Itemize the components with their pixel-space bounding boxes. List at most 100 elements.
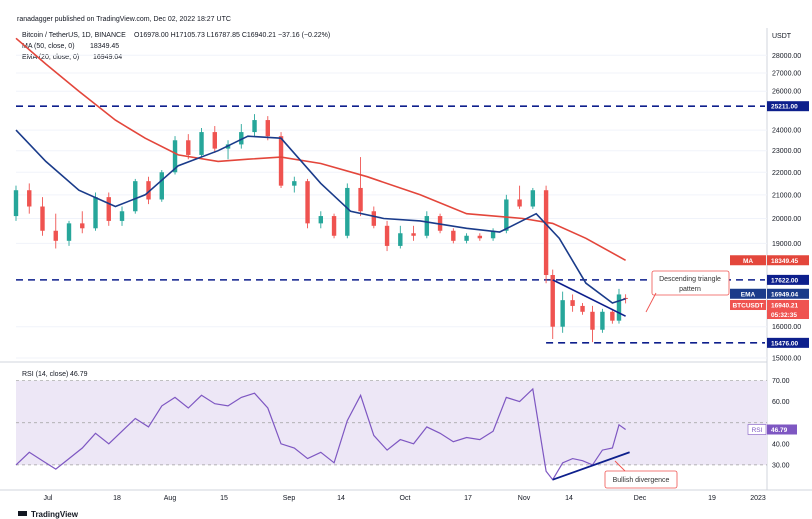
candle-body bbox=[600, 311, 605, 330]
publisher-line: ranadagger published on TradingView.com,… bbox=[17, 16, 231, 23]
divergence-annotation-arrow bbox=[614, 460, 626, 472]
time-tick-label: 15 bbox=[220, 495, 228, 502]
rsi-name-pill bbox=[747, 424, 767, 435]
candle-body bbox=[252, 120, 257, 133]
time-axis-ticks: Jul 18 Aug 15 Sep 14 Oct 17 Nov 14 Dec 19 2023 bbox=[44, 495, 766, 502]
price-tick-label: 19000.00 bbox=[772, 241, 801, 248]
badge-countdown-pill bbox=[767, 310, 809, 320]
triangle-annotation-line1: Descending triangle bbox=[659, 276, 721, 283]
badge-name-label: MA bbox=[743, 258, 753, 265]
candle-body bbox=[371, 211, 377, 226]
time-tick-label: Nov bbox=[518, 495, 531, 502]
candle-body bbox=[106, 197, 111, 221]
price-badges: MA 18349.45 EMA 16949.04 BTCUSDT 16940.21 05:3… bbox=[730, 255, 809, 320]
ema-legend-label: EMA (20, close, 0) bbox=[22, 54, 79, 61]
triangle-annotation-line2: pattern bbox=[679, 286, 701, 293]
time-tick-label: 17 bbox=[464, 495, 472, 502]
price-tick-label: 27000.00 bbox=[772, 70, 801, 77]
price-tick-label: 23000.00 bbox=[772, 148, 801, 155]
candle-body bbox=[411, 233, 416, 236]
candle-body bbox=[53, 230, 58, 241]
rsi-legend-value: 46.79 bbox=[70, 371, 88, 378]
candle-body bbox=[27, 190, 32, 207]
price-tick-label: 20000.00 bbox=[772, 216, 801, 223]
triangle-annotation-box bbox=[651, 270, 730, 296]
candle-body bbox=[318, 216, 324, 224]
badge-value-pill bbox=[767, 288, 809, 299]
rsi-levels bbox=[16, 380, 767, 466]
tradingview-brand: TradingView bbox=[31, 510, 79, 519]
candle-body bbox=[93, 197, 98, 229]
time-tick-label: Aug bbox=[164, 495, 177, 502]
badge-name-label: BTCUSDT bbox=[732, 303, 763, 310]
triangle-annotation-arrow bbox=[645, 292, 657, 313]
candle-body bbox=[358, 187, 363, 212]
triangle-upper-line bbox=[552, 279, 626, 317]
candle-body bbox=[451, 230, 456, 241]
candle-body bbox=[212, 132, 217, 149]
price-tick-label: 15000.00 bbox=[772, 356, 801, 363]
price-tick-label: 26000.00 bbox=[772, 89, 801, 96]
candle-body bbox=[305, 181, 310, 224]
price-tick-label: 22000.00 bbox=[772, 170, 801, 177]
rsi-badge: RSI 46.79 bbox=[747, 424, 797, 435]
badge-value-pill bbox=[767, 300, 809, 311]
price-tick-label: 21000.00 bbox=[772, 192, 801, 199]
rsi-value-pill bbox=[767, 424, 797, 435]
candle-body bbox=[239, 132, 244, 145]
time-tick-label: 14 bbox=[565, 495, 573, 502]
badge-name-pill bbox=[730, 300, 766, 311]
candle-body bbox=[40, 206, 45, 231]
ma-legend-label: MA (50, close, 0) bbox=[22, 43, 75, 50]
time-tick-label: 2023 bbox=[750, 495, 766, 502]
badge-countdown-label: 05:32:35 bbox=[771, 312, 797, 319]
candle-body bbox=[560, 300, 565, 327]
currency-label: USDT bbox=[772, 33, 792, 40]
time-tick-label: 14 bbox=[337, 495, 345, 502]
rsi-legend-label: RSI (14, close) bbox=[22, 371, 68, 378]
candle-body bbox=[199, 132, 204, 155]
candle-body bbox=[265, 120, 270, 137]
candle-body bbox=[172, 140, 178, 173]
price-grid bbox=[16, 54, 767, 359]
price-axis-ticks: 15000.00 16000.00 19000.00 20000.00 21000.00… bbox=[767, 53, 809, 363]
time-tick-label: 19 bbox=[708, 495, 716, 502]
candle-body bbox=[345, 187, 350, 236]
candle-body bbox=[398, 233, 403, 246]
candle-body bbox=[550, 274, 555, 327]
ema20-line bbox=[15, 129, 626, 304]
level-badge bbox=[767, 337, 809, 348]
ma-legend-value: 18349.45 bbox=[90, 43, 119, 50]
bullish-divergence-line bbox=[552, 451, 630, 481]
badge-value-label: 18349.45 bbox=[771, 258, 798, 265]
candle-body bbox=[133, 181, 138, 212]
ohlc-line: O16978.00 H17105.73 L16787.85 C16940.21 … bbox=[134, 32, 330, 39]
ma50-line bbox=[15, 37, 626, 261]
price-tick-label: 16000.00 bbox=[772, 324, 801, 331]
rsi-value-label: 46.79 bbox=[771, 427, 788, 434]
candle-body bbox=[477, 235, 483, 239]
candle-body bbox=[464, 235, 469, 241]
rsi-tick-label: 60.00 bbox=[772, 399, 790, 406]
tradingview-logo-mark bbox=[18, 511, 27, 516]
level-badge bbox=[767, 274, 809, 285]
triangle-annotation: Descending triangle pattern bbox=[645, 270, 730, 313]
rsi-axis-ticks: 30.00 40.00 60.00 70.00 bbox=[772, 378, 790, 469]
rsi-name-label: RSI bbox=[752, 427, 763, 434]
candle-body bbox=[590, 311, 595, 330]
time-tick-label: Oct bbox=[400, 495, 411, 502]
symbol-line: Bitcoin / TetherUS, 1D, BINANCE bbox=[22, 32, 126, 39]
price-tick-label: 28000.00 bbox=[772, 53, 801, 60]
candle-body bbox=[490, 230, 496, 239]
badge-value-pill bbox=[767, 255, 809, 266]
rsi-tick-label: 30.00 bbox=[772, 462, 790, 469]
badge-value-label: 16949.04 bbox=[771, 291, 798, 298]
tradingview-logo: TradingView bbox=[18, 510, 79, 519]
candle-body bbox=[384, 225, 390, 246]
candle-body bbox=[66, 223, 72, 241]
candle-body bbox=[119, 211, 125, 221]
divergence-annotation-box bbox=[604, 470, 678, 489]
level-badge-label: 25211.00 bbox=[771, 104, 798, 111]
candle-body bbox=[610, 311, 615, 321]
